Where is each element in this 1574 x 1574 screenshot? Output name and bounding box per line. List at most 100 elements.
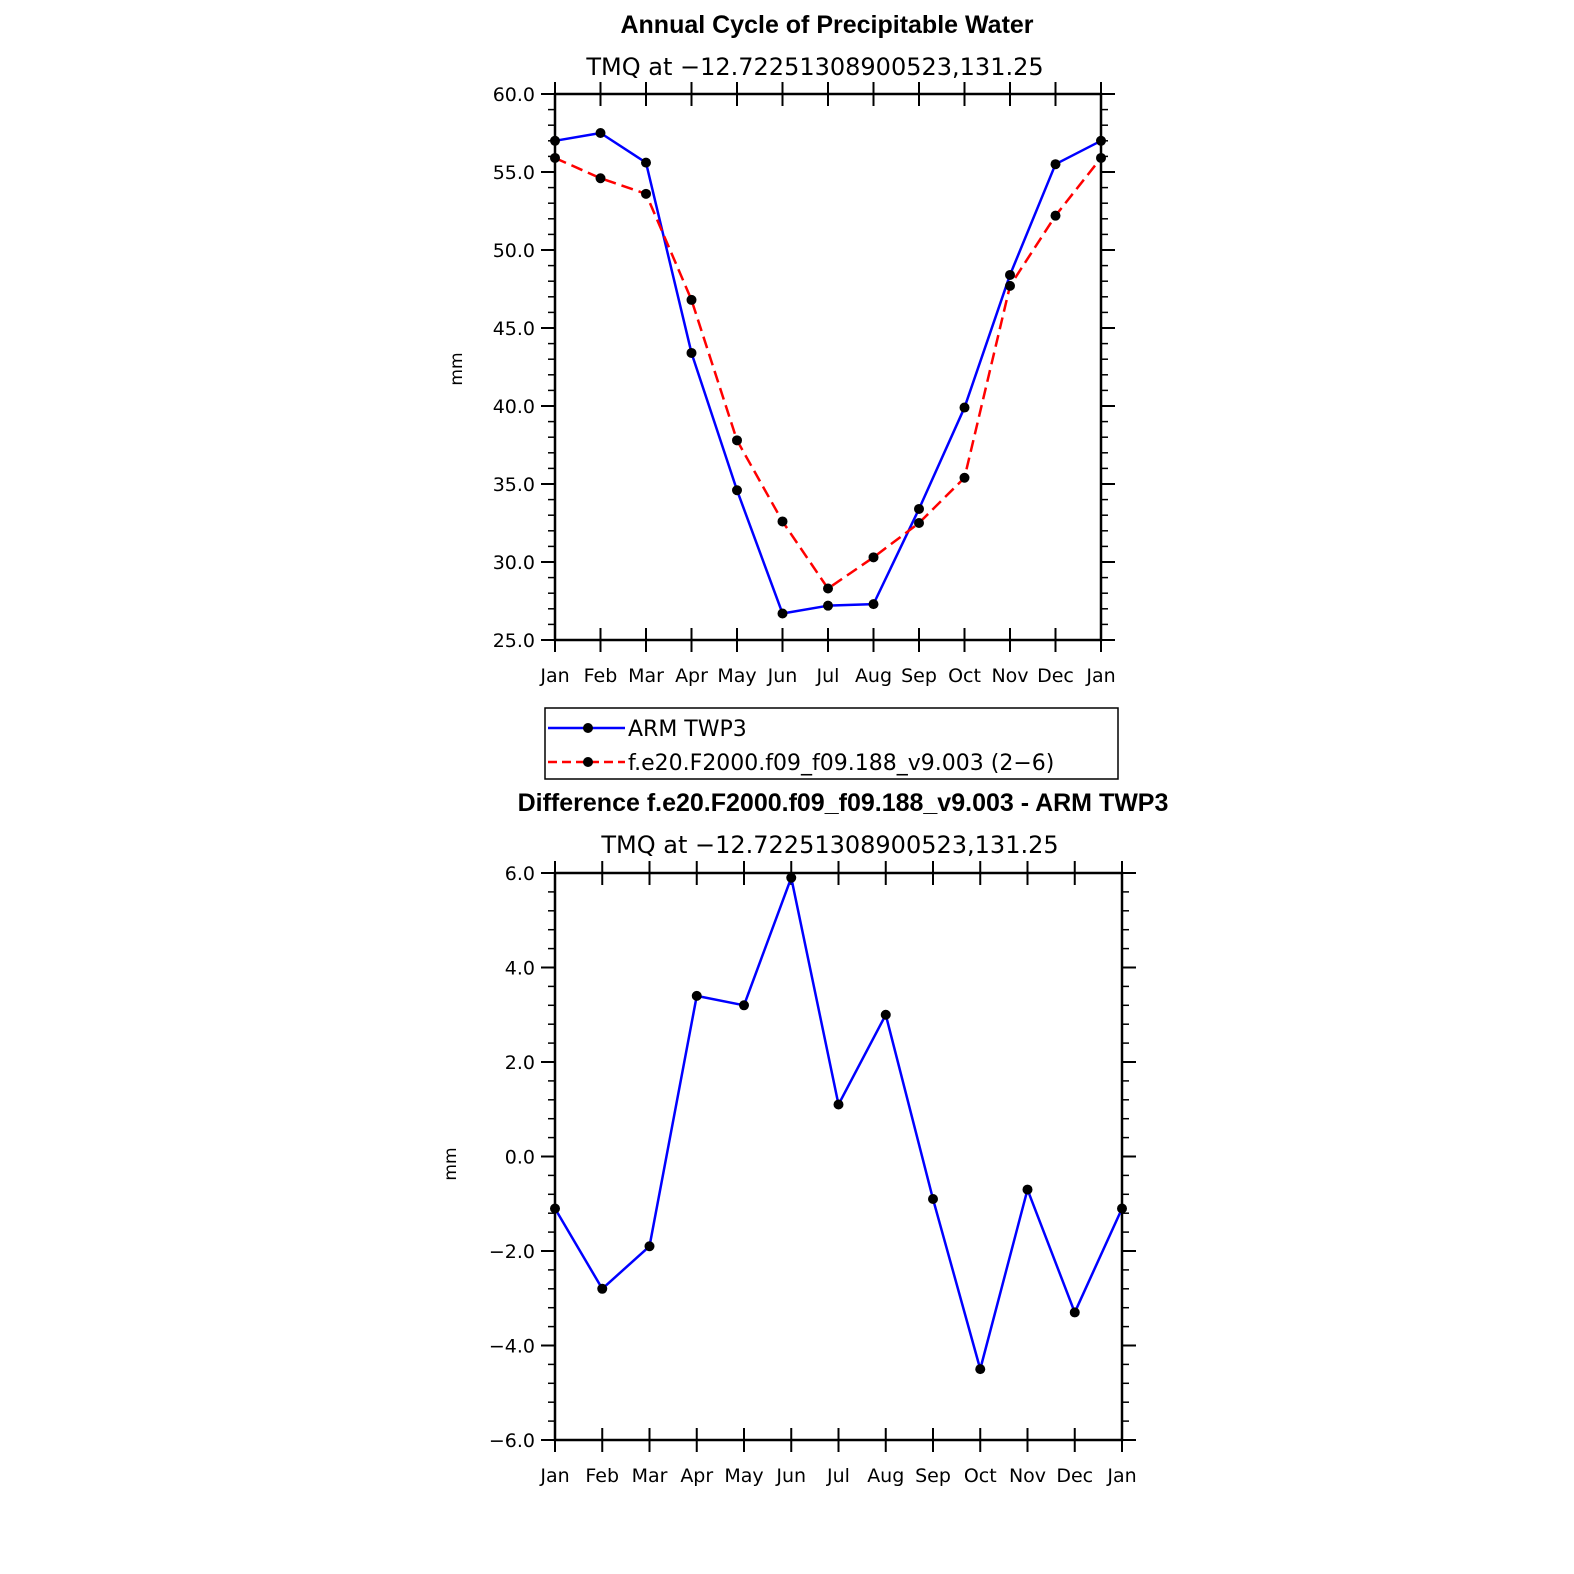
top-y-axis-label: mm	[447, 352, 467, 385]
bottom-x-tick-label: Feb	[585, 1465, 619, 1487]
bottom-series-0-point	[1022, 1184, 1033, 1195]
legend-label-model: f.e20.F2000.f09_f09.188_v9.003 (2−6)	[628, 751, 1054, 776]
legend-label-arm: ARM TWP3	[628, 717, 747, 742]
top-series-1-point	[777, 516, 788, 527]
top-x-tick-label: Dec	[1037, 665, 1074, 687]
top-chart-title: Annual Cycle of Precipitable Water	[620, 11, 1033, 39]
bottom-x-tick-label: Jun	[775, 1465, 806, 1487]
bottom-series-0-point	[644, 1241, 655, 1252]
top-series-1-point	[550, 152, 560, 163]
bottom-x-tick-label: Nov	[1009, 1465, 1046, 1487]
bottom-series-0-point	[1069, 1307, 1080, 1318]
top-y-tick-label: 45.0	[493, 318, 535, 340]
top-x-tick-label: Jan	[539, 665, 569, 687]
bottom-x-tick-label: May	[724, 1465, 763, 1487]
bottom-x-tick-label: Jan	[1106, 1465, 1136, 1487]
bottom-series-0-point	[833, 1099, 844, 1110]
top-series-1-point	[823, 583, 833, 594]
top-series-0-point	[686, 347, 697, 358]
bottom-series-0-point	[597, 1283, 608, 1294]
top-y-tick-label: 30.0	[493, 552, 535, 574]
top-series-0-point	[550, 135, 560, 146]
bottom-series-0-point	[928, 1194, 938, 1205]
bottom-chart-title: Difference f.e20.F2000.f09_f09.188_v9.00…	[518, 789, 1169, 817]
top-series-1-point	[1005, 280, 1015, 291]
bottom-x-tick-label: Mar	[632, 1465, 668, 1487]
bottom-y-tick-label: −2.0	[489, 1241, 535, 1263]
top-series-line-1	[554, 156, 1102, 590]
bottom-x-tick-label: Dec	[1056, 1465, 1093, 1487]
bottom-series-0-point	[786, 872, 797, 883]
top-y-tick-label: 50.0	[493, 240, 535, 262]
bottom-x-tick-label: Apr	[680, 1465, 713, 1487]
legend: ARM TWP3 f.e20.F2000.f09_f09.188_v9.003 …	[544, 707, 1119, 780]
legend-marker-model	[583, 757, 593, 767]
bottom-series-0-point	[691, 990, 702, 1001]
bottom-x-tick-label: Sep	[915, 1465, 951, 1487]
bottom-y-tick-label: 2.0	[505, 1052, 535, 1074]
bottom-chart-subtitle: TMQ at −12.72251308900523,131.25	[600, 831, 1058, 859]
top-x-tick-label: Feb	[584, 665, 618, 687]
top-series-0-point	[1050, 159, 1061, 170]
bottom-x-tick-label: Aug	[867, 1465, 904, 1487]
top-chart-subtitle: TMQ at −12.72251308900523,131.25	[585, 53, 1043, 81]
top-series-line-0	[554, 131, 1102, 615]
bottom-series-line-0	[553, 876, 1124, 1371]
top-plot-frame	[553, 92, 1103, 642]
top-y-tick-label: 55.0	[493, 162, 535, 184]
top-series-1-point	[641, 188, 651, 199]
top-x-tick-label: Oct	[948, 665, 981, 687]
legend-box	[544, 707, 1119, 780]
bottom-y-axis-label: mm	[441, 1147, 461, 1180]
top-y-tick-label: 25.0	[493, 630, 535, 652]
top-series-1-point	[959, 472, 970, 483]
bottom-x-tick-label: Jul	[826, 1465, 850, 1487]
top-y-tick-label: 60.0	[493, 84, 535, 106]
top-series-1-point	[1050, 210, 1061, 221]
top-x-tick-label: Jan	[1085, 665, 1115, 687]
top-x-tick-label: May	[717, 665, 756, 687]
top-series-0-point	[959, 402, 970, 413]
top-series-1-point	[914, 518, 924, 528]
top-series-1-point	[732, 435, 742, 446]
legend-marker-arm	[583, 723, 593, 733]
top-series-1-point	[595, 173, 606, 184]
top-series-0-point	[914, 503, 924, 514]
bottom-x-tick-label: Jan	[539, 1465, 569, 1487]
top-series-1-point	[686, 294, 697, 305]
top-series-0-point	[595, 128, 606, 138]
top-series-0-point	[823, 600, 833, 611]
top-series-0-point	[1096, 135, 1106, 146]
top-y-tick-label: 40.0	[493, 396, 535, 418]
top-x-tick-label: Jun	[767, 665, 798, 687]
bottom-series-0-point	[550, 1203, 560, 1214]
top-x-tick-label: Mar	[628, 665, 664, 687]
top-x-tick-label: Nov	[991, 665, 1028, 687]
bottom-plot-area: −6.0 −4.0 −2.0 0.0 2.0 4.0 6.0 Jan Feb Mar Apr May J…	[489, 861, 1137, 1487]
bottom-series-0-point	[975, 1364, 986, 1375]
top-x-tick-label: Jul	[816, 665, 840, 687]
bottom-y-tick-label: 6.0	[505, 863, 535, 885]
top-x-tick-label: Aug	[855, 665, 892, 687]
bottom-y-tick-label: 4.0	[505, 958, 535, 980]
top-y-tick-label: 35.0	[493, 474, 535, 496]
top-plot-area: 25.0 30.0 35.0 40.0 45.0 50.0 55.0 60.0 Jan Feb Ma…	[493, 82, 1116, 687]
bottom-y-tick-label: 0.0	[505, 1147, 535, 1169]
bottom-plot-frame	[553, 871, 1124, 1442]
top-series-0-point	[732, 485, 742, 496]
top-series-1-point	[1096, 152, 1106, 163]
top-series-0-point	[777, 608, 788, 619]
top-series-0-point	[641, 157, 651, 168]
top-series-1-point	[868, 552, 879, 563]
bottom-x-tick-label: Oct	[964, 1465, 997, 1487]
bottom-series-0-point	[739, 1000, 749, 1011]
top-x-tick-label: Sep	[901, 665, 937, 687]
top-x-tick-label: Apr	[675, 665, 708, 687]
bottom-series-0-point	[880, 1009, 891, 1020]
bottom-y-tick-label: −6.0	[489, 1430, 535, 1452]
top-series-0-point	[1005, 269, 1015, 280]
bottom-y-tick-label: −4.0	[489, 1336, 535, 1358]
top-series-0-point	[868, 599, 879, 610]
bottom-series-0-point	[1117, 1203, 1127, 1214]
